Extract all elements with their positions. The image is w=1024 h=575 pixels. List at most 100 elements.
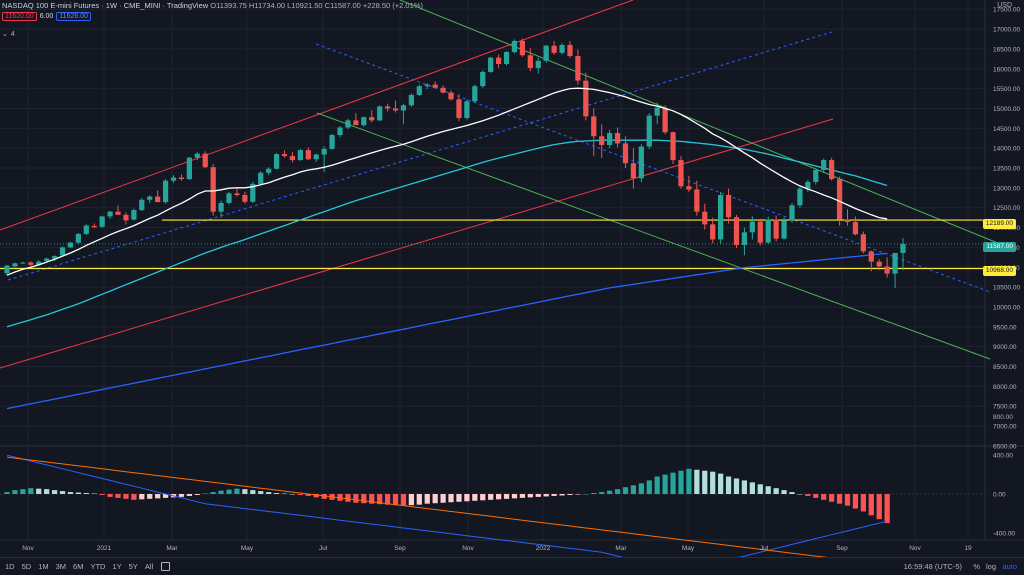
candle-body — [805, 181, 811, 189]
candle-body — [527, 55, 533, 68]
macd-histogram-bar — [75, 492, 81, 494]
macd-histogram-bar — [162, 494, 169, 498]
macd-axis-label: 800.00 — [993, 414, 1013, 421]
bottom-toolbar: 1D 5D 1M 3M 6M YTD 1Y 5Y All 16:59:48 (U… — [0, 557, 1024, 575]
macd-histogram-bar — [155, 494, 161, 499]
indicator-count: 4 — [10, 30, 15, 38]
candle-body — [226, 193, 232, 203]
support-price-label: 10968.00 — [982, 266, 1016, 276]
ma-20-line — [6, 87, 888, 276]
macd-histogram-bar — [448, 494, 454, 503]
time-axis-label: 2022 — [536, 545, 551, 552]
timeframe-5d[interactable]: 5D — [21, 562, 32, 571]
macd-histogram-bar — [567, 494, 573, 495]
candle-body — [773, 219, 779, 239]
candle-body — [654, 107, 660, 116]
candle-body — [107, 211, 113, 217]
macd-histogram-bar — [305, 494, 311, 496]
candle-body — [614, 133, 621, 144]
macd-histogram-bar — [99, 494, 105, 495]
timeframe-3m[interactable]: 3M — [55, 562, 67, 571]
price-axis-label: 16000.00 — [993, 66, 1020, 73]
time-axis-label: 19 — [964, 545, 972, 552]
macd-histogram-bar — [860, 494, 866, 512]
macd-histogram-bar — [614, 489, 621, 494]
macd-histogram-bar — [337, 494, 343, 501]
timeframe-1m[interactable]: 1M — [38, 562, 49, 571]
macd-axis-label: -400.00 — [993, 530, 1015, 537]
candle-body — [741, 232, 748, 246]
macd-histogram-bar — [91, 493, 97, 495]
time-axis-label: Mar — [166, 545, 178, 552]
buy-button[interactable]: 11626.00 — [56, 12, 91, 21]
candle-body — [852, 221, 859, 235]
percent-toggle[interactable]: % — [973, 562, 980, 571]
macd-histogram-bar — [289, 494, 296, 495]
timeframe-all[interactable]: All — [144, 562, 154, 571]
macd-histogram-bar — [789, 492, 795, 494]
candle-body — [710, 224, 716, 240]
candle-body — [258, 172, 264, 184]
macd-histogram-bar — [226, 489, 232, 494]
timeframe-ytd[interactable]: YTD — [90, 562, 106, 571]
macd-histogram-bar — [710, 471, 716, 494]
macd-histogram-bar — [535, 494, 541, 497]
candle-body — [194, 153, 200, 158]
macd-histogram-bar — [313, 494, 319, 498]
macd-histogram-bar — [741, 480, 748, 494]
red-channel-upper — [0, 0, 634, 231]
calendar-icon[interactable] — [161, 562, 171, 571]
candle-body — [733, 217, 740, 246]
candle-body — [416, 86, 422, 95]
candle-body — [567, 44, 573, 57]
timeframe-1y[interactable]: 1Y — [112, 562, 122, 571]
auto-toggle[interactable]: auto — [1002, 562, 1017, 571]
bid-ask-row: 11620.00 6.00 11626.00 — [2, 12, 91, 21]
macd-histogram-bar — [440, 494, 446, 503]
macd-histogram-bar — [464, 494, 470, 502]
candle-body — [242, 194, 248, 202]
symbol-title[interactable]: NASDAQ 100 E-mini Futures · 1W · CME_MIN… — [2, 1, 209, 10]
candle-body — [178, 177, 185, 180]
price-axis-label: 15000.00 — [993, 106, 1020, 113]
sell-button[interactable]: 11620.00 — [2, 12, 37, 21]
macd-histogram-bar — [575, 494, 581, 495]
clock[interactable]: 16:59:48 (UTC-5) — [903, 562, 962, 571]
candle-body — [829, 160, 835, 180]
candle-body — [321, 148, 327, 155]
timeframe-6m[interactable]: 6M — [73, 562, 84, 571]
candle-body — [725, 194, 732, 218]
timeframe-5y[interactable]: 5Y — [128, 562, 138, 571]
macd-histogram-bar — [607, 490, 613, 494]
candle-body — [480, 71, 486, 87]
macd-histogram-bar — [599, 492, 605, 494]
macd-histogram-bar — [622, 487, 629, 494]
macd-histogram-bar — [281, 493, 288, 495]
candle-body — [59, 247, 66, 256]
log-toggle[interactable]: log — [985, 562, 996, 571]
candle-body — [91, 225, 97, 228]
timeframe-1d[interactable]: 1D — [5, 562, 15, 571]
macd-axis-label: 400.00 — [993, 453, 1013, 460]
price-axis-label: 14500.00 — [993, 126, 1020, 133]
currency-label[interactable]: USD — [997, 2, 1012, 9]
candle-body — [408, 94, 415, 106]
macd-histogram-bar — [543, 494, 549, 497]
macd-histogram-bar — [416, 494, 422, 505]
candle-body — [313, 154, 319, 160]
macd-histogram-bar — [511, 494, 518, 499]
red-channel-lower — [0, 118, 834, 369]
candle-body — [273, 154, 280, 169]
macd-histogram-bar — [654, 476, 660, 494]
macd-histogram-bar — [210, 492, 216, 494]
candle-body — [599, 136, 605, 145]
macd-histogram-bar — [384, 494, 391, 505]
macd-histogram-bar — [488, 494, 494, 500]
macd-histogram-bar — [186, 494, 192, 496]
candle-body — [345, 120, 351, 128]
time-axis-label: Jul — [319, 545, 328, 552]
candle-body — [337, 127, 343, 136]
candle-body — [448, 92, 454, 100]
indicator-toggle[interactable]: ⌄ 4 — [2, 30, 15, 39]
